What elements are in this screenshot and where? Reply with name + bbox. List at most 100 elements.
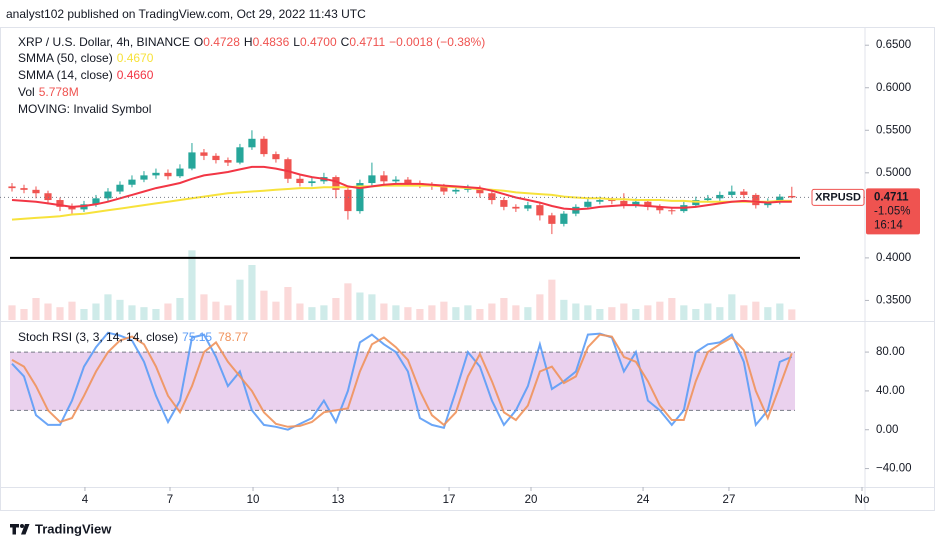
candle-body	[728, 191, 736, 195]
volume-bar	[752, 301, 760, 320]
volume-bar	[452, 307, 460, 320]
candle-body	[296, 178, 304, 184]
volume-bar	[212, 301, 220, 320]
candle-body	[260, 138, 268, 155]
candle-body	[656, 206, 664, 211]
candle-body	[668, 210, 676, 212]
candle-body	[284, 159, 292, 179]
ohlc-value: 0.4836	[253, 35, 290, 49]
volume-bar	[104, 294, 112, 320]
ohlc-key: O	[194, 35, 203, 49]
y-tick-label: 0.5000	[876, 167, 911, 179]
candle-body	[248, 138, 256, 148]
volume-bar	[224, 305, 232, 320]
candle-body	[116, 184, 124, 192]
volume-label: Vol	[18, 85, 35, 99]
candle-body	[488, 193, 496, 201]
y-tick-label: 0.3500	[876, 294, 911, 306]
volume-value: 5.778M	[39, 85, 79, 99]
volume-bar	[764, 307, 772, 320]
marks: 0.6500 0.6000 0.5500 0.5000 0.4000 0.3500 XRPU…	[0, 39, 920, 506]
candle-body	[752, 194, 760, 206]
stoch-band	[10, 352, 795, 411]
candle-body	[212, 155, 220, 161]
candle-body	[272, 154, 280, 160]
candle-body	[776, 196, 784, 202]
legend: XRP / U.S. Dollar, 4h, BINANCE O0.4728 H0.…	[18, 35, 485, 344]
stoch-line	[11, 333, 793, 428]
chart-frame	[0, 27, 935, 511]
volume-bar	[92, 303, 100, 320]
x-tick-label: 20	[525, 494, 538, 506]
volume-bar	[788, 309, 796, 320]
candle-body	[152, 172, 160, 176]
volume-bar	[416, 309, 424, 320]
candle-body	[164, 172, 172, 177]
candle-body	[68, 206, 76, 210]
candle-body	[200, 152, 208, 156]
volume-bar	[116, 299, 124, 320]
volume-bar	[776, 303, 784, 320]
moving-average	[11, 184, 792, 221]
candle-body	[500, 200, 508, 207]
candle-body	[308, 181, 316, 184]
stoch-d-value: 78.77	[218, 330, 248, 344]
candle-body	[356, 183, 364, 212]
candle-body	[620, 200, 628, 206]
stoch-y-tick-label: 0.00	[876, 424, 898, 436]
stoch-title: Stoch RSI (3, 3, 14, 14, close)	[18, 330, 178, 344]
volume-bar	[608, 307, 616, 320]
volume-bar	[368, 294, 376, 320]
volume-bar	[728, 294, 736, 320]
volume-bar	[68, 301, 76, 320]
volume-bar	[284, 287, 292, 320]
ohlc-value: 0.4711	[349, 35, 385, 49]
candle-body	[404, 179, 412, 184]
publisher: analyst102 published on TradingView.com,…	[6, 7, 366, 21]
symbol: XRP / U.S. Dollar, 4h, BINANCE	[18, 35, 190, 49]
volume-bar	[668, 298, 676, 320]
candle-body	[176, 168, 184, 177]
candle-body	[644, 201, 652, 207]
series-name: SMMA (14, close)	[18, 68, 113, 82]
symbol-badge	[811, 188, 865, 206]
volume-bar	[716, 307, 724, 320]
stoch-legend: Stoch RSI (3, 3, 14, 14, close) 75.15 78.7…	[18, 330, 248, 344]
candle-body	[632, 201, 640, 206]
volume-bar	[440, 301, 448, 320]
volume-bar	[476, 309, 484, 320]
price-badge	[866, 188, 920, 235]
volume-bar	[584, 305, 592, 320]
volume-bar	[620, 303, 628, 320]
ohlc-value: 0.4728	[203, 35, 240, 49]
legend-sma14: SMMA (14, close) 0.4660	[18, 68, 154, 82]
legend-symbol: XRP / U.S. Dollar, 4h, BINANCE O0.4728 H0.…	[18, 35, 485, 49]
volume-bar	[176, 298, 184, 320]
legend-moving: MOVING: Invalid Symbol	[18, 102, 151, 116]
candle-body	[560, 213, 568, 224]
symbol-badge-label: XRPUSD	[815, 191, 861, 203]
price-badge-value: 0.4711	[874, 191, 909, 203]
series-value: 0.4660	[117, 68, 154, 82]
volume-bar	[200, 294, 208, 320]
volume-bar	[560, 299, 568, 320]
candle-body	[344, 189, 352, 212]
volume-bar	[56, 307, 64, 320]
volume-bar	[80, 309, 88, 320]
footer-logo: TradingView	[10, 521, 112, 536]
volume-bar	[512, 305, 520, 320]
x-tick-label: No	[855, 494, 870, 506]
candle-body	[608, 200, 616, 202]
volume-bar	[32, 298, 40, 320]
x-tick-label: 13	[332, 494, 345, 506]
candle-body	[440, 186, 448, 192]
candle-body	[332, 177, 340, 190]
volume-bar	[704, 303, 712, 320]
volume-bar	[296, 303, 304, 320]
stoch-y-tick-label: −40.00	[876, 463, 912, 475]
candle-body	[188, 152, 196, 169]
y-tick-label: 0.6500	[876, 39, 911, 51]
ohlc-key: H	[244, 35, 253, 49]
